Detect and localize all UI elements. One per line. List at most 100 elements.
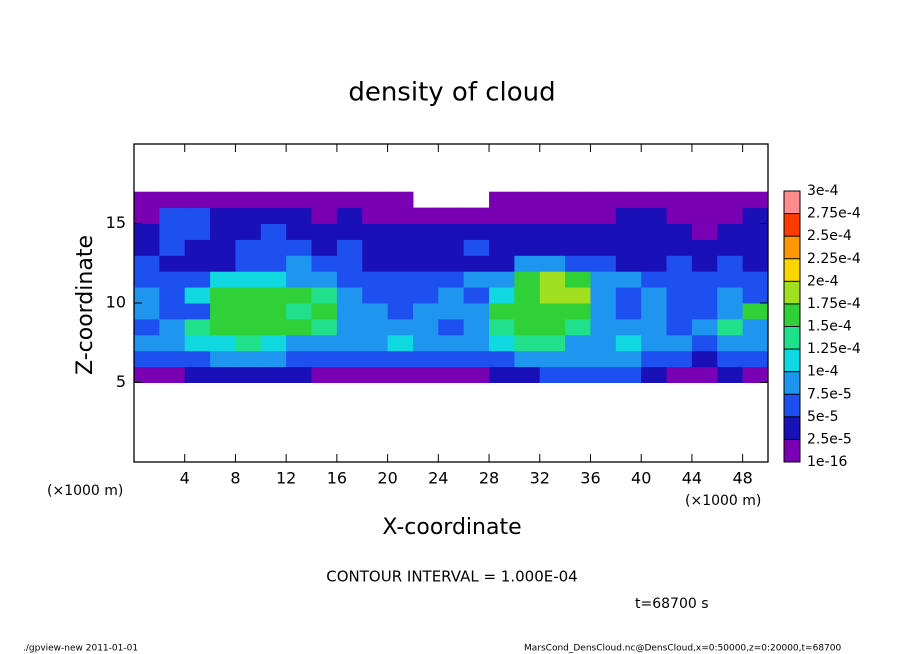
heat-cell xyxy=(184,207,211,224)
heat-cell xyxy=(159,271,186,288)
heat-cell xyxy=(742,366,769,383)
heat-cell xyxy=(210,271,236,288)
heat-cell xyxy=(311,239,338,256)
heat-cell xyxy=(565,366,591,383)
heat-cell xyxy=(514,271,541,288)
heat-cell xyxy=(666,271,693,288)
heat-cell xyxy=(539,350,566,368)
heat-cell xyxy=(489,350,515,368)
heat-cell xyxy=(438,303,465,320)
heat-cell xyxy=(260,350,287,368)
heat-cell xyxy=(210,366,236,383)
heat-cell xyxy=(260,191,287,209)
heat-cell xyxy=(387,303,414,320)
heat-cell xyxy=(742,191,769,209)
heat-cell xyxy=(641,255,668,272)
heat-cell xyxy=(565,223,591,240)
colorbar-label: 2.75e-4 xyxy=(807,206,861,222)
heat-cell xyxy=(691,255,718,272)
x-axis-label: X-coordinate xyxy=(382,515,521,540)
y-tick-label: 5 xyxy=(116,372,126,391)
heat-cell xyxy=(210,207,236,224)
heat-cell xyxy=(362,334,389,352)
heat-cell xyxy=(286,239,313,256)
colorbar-label: 2.5e-5 xyxy=(807,431,852,447)
heat-cell xyxy=(260,334,287,352)
heat-cell xyxy=(235,271,262,288)
heat-cell xyxy=(615,334,642,352)
heat-cell xyxy=(311,366,338,383)
heat-cell xyxy=(590,350,617,368)
heat-cell xyxy=(134,271,160,288)
heat-cell xyxy=(134,350,160,368)
heat-cell xyxy=(463,223,490,240)
heat-cell xyxy=(184,271,211,288)
heat-cell xyxy=(565,350,591,368)
heat-cell xyxy=(539,271,566,288)
heat-cell xyxy=(666,223,693,240)
heat-cell xyxy=(742,334,769,352)
heat-cell xyxy=(235,239,262,256)
time-label: t=68700 s xyxy=(635,596,709,612)
heat-cell xyxy=(387,350,414,368)
colorbar-label: 2e-4 xyxy=(807,273,839,289)
x-tick-label: 40 xyxy=(631,469,651,488)
heat-cell xyxy=(286,191,313,209)
heat-cell xyxy=(691,366,718,383)
colorbar-label: 1e-4 xyxy=(807,364,839,380)
heat-cell xyxy=(691,303,718,320)
heat-cell xyxy=(615,303,642,320)
heat-cell xyxy=(463,334,490,352)
heat-cell xyxy=(311,334,338,352)
heat-cell xyxy=(311,303,338,320)
heat-cell xyxy=(691,287,718,304)
heat-cell xyxy=(463,287,490,304)
heat-cell xyxy=(666,207,693,224)
x-tick-label: 36 xyxy=(580,469,600,488)
heat-cell xyxy=(412,239,439,256)
heat-cell xyxy=(717,255,744,272)
colorbar-label: 1.5e-4 xyxy=(807,319,852,335)
heat-cell xyxy=(311,318,338,336)
heat-cell xyxy=(387,255,414,272)
heat-cell xyxy=(742,207,769,224)
heat-cell xyxy=(235,255,262,272)
heat-cell xyxy=(615,223,642,240)
heat-cell xyxy=(438,318,465,336)
heat-cell xyxy=(717,223,744,240)
heat-cell xyxy=(565,334,591,352)
heat-cell xyxy=(565,287,591,304)
heat-cell xyxy=(666,255,693,272)
heat-cell xyxy=(590,255,617,272)
heat-cell xyxy=(387,191,414,209)
heat-cell xyxy=(514,255,541,272)
heat-cell xyxy=(641,350,668,368)
heat-cell xyxy=(184,366,211,383)
heat-cell xyxy=(742,223,769,240)
heat-cell xyxy=(590,318,617,336)
colorbar-label: 3e-4 xyxy=(807,183,839,199)
heat-cell xyxy=(286,350,313,368)
colorbar-label: 2.5e-4 xyxy=(807,228,852,244)
heat-cell xyxy=(463,350,490,368)
heat-cell xyxy=(438,207,465,224)
heat-cell xyxy=(691,239,718,256)
x-tick-label: 20 xyxy=(377,469,397,488)
heat-cell xyxy=(742,350,769,368)
heat-cell xyxy=(489,318,515,336)
heat-cell xyxy=(666,366,693,383)
heat-cell xyxy=(286,318,313,336)
heat-cell xyxy=(641,334,668,352)
heat-cell xyxy=(666,318,693,336)
heat-cell xyxy=(311,271,338,288)
heat-cell xyxy=(362,239,389,256)
heat-cell xyxy=(565,303,591,320)
heat-cell xyxy=(134,334,160,352)
heat-cell xyxy=(412,318,439,336)
heat-cell xyxy=(286,271,313,288)
heat-cell xyxy=(717,350,744,368)
heat-cell xyxy=(489,366,515,383)
heat-cell xyxy=(590,239,617,256)
heat-cell xyxy=(362,223,389,240)
heat-cell xyxy=(717,271,744,288)
